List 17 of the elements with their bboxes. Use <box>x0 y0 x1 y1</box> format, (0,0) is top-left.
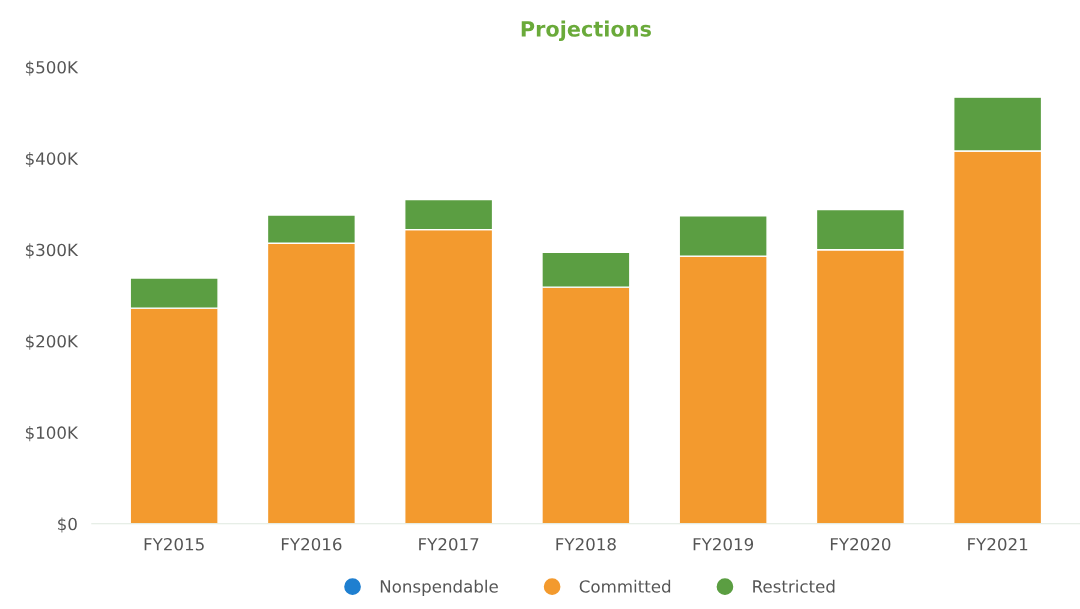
x-tick-label: FY2015 <box>144 537 204 551</box>
x-tick-label: FY2021 <box>968 537 1028 551</box>
legend-label: Committed <box>579 579 671 593</box>
x-tick-label: FY2020 <box>830 537 891 551</box>
legend-label: Nonspendable <box>380 579 498 596</box>
y-tick-label: $100K <box>25 426 79 442</box>
x-tick-label: FY2016 <box>281 537 342 551</box>
y-tick-label: $0 <box>58 517 77 533</box>
x-tick-label: FY2018 <box>556 537 616 551</box>
y-tick-label: $200K <box>25 334 79 350</box>
chart-title: Projections <box>521 20 651 41</box>
legend-label: Restricted <box>753 579 835 593</box>
y-tick-label: $500K <box>25 60 79 76</box>
y-tick-label: $300K <box>25 243 79 259</box>
y-tick-label: $400K <box>25 152 79 168</box>
x-tick-label: FY2019 <box>693 537 754 551</box>
x-tick-label: FY2017 <box>419 537 479 551</box>
